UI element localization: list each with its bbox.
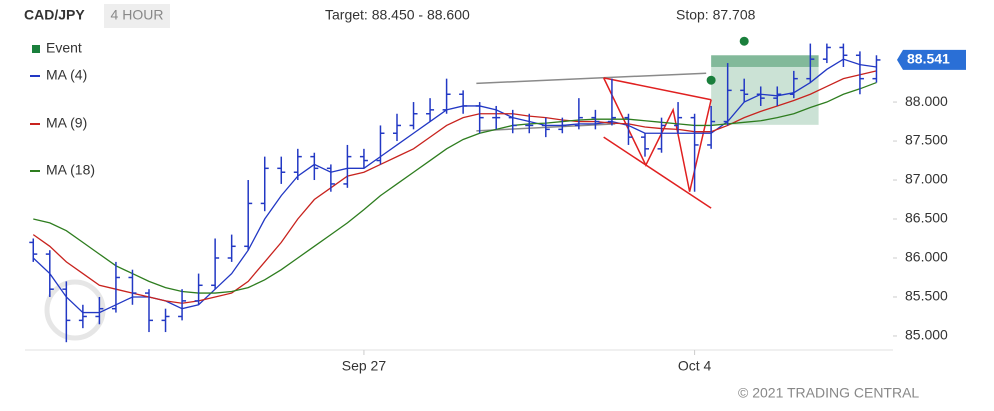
trendline (603, 77, 712, 101)
x-tick-label: Sep 27 (342, 358, 387, 374)
target-zone (711, 55, 819, 67)
last-price-label: 88.541 (907, 51, 950, 67)
y-tick-label: 88.000 (905, 93, 948, 109)
event-marker (706, 75, 716, 85)
target-text: Target: 88.450 - 88.600 (325, 7, 470, 23)
legend-label: MA (18) (46, 162, 95, 178)
legend-swatch (32, 45, 40, 53)
y-tick-label: 87.500 (905, 132, 948, 148)
stop-text: Stop: 87.708 (676, 7, 756, 23)
y-tick-label: 85.000 (905, 327, 948, 343)
timeframe-box (104, 4, 170, 28)
y-tick-label: 86.000 (905, 249, 948, 265)
watermark (44, 279, 106, 341)
ma-line (32, 58, 877, 314)
timeframe: 4 HOUR (111, 7, 164, 23)
x-tick-label: Oct 4 (678, 358, 712, 374)
trendline (602, 77, 712, 192)
y-tick-label: 85.500 (905, 288, 948, 304)
trendline (603, 136, 712, 209)
stop-zone (711, 66, 819, 125)
event-marker (739, 36, 749, 46)
legend-label: Event (46, 40, 82, 56)
ma-line (33, 81, 877, 294)
ma-line (32, 70, 877, 304)
trendline (476, 72, 707, 85)
legend-label: MA (4) (46, 67, 87, 83)
y-tick-label: 87.000 (905, 171, 948, 187)
y-tick-label: 86.500 (905, 210, 948, 226)
copyright: © 2021 TRADING CENTRAL (738, 385, 919, 401)
legend-label: MA (9) (46, 115, 87, 131)
last-price-box (897, 49, 966, 70)
chart-title: CAD/JPY (24, 7, 85, 23)
